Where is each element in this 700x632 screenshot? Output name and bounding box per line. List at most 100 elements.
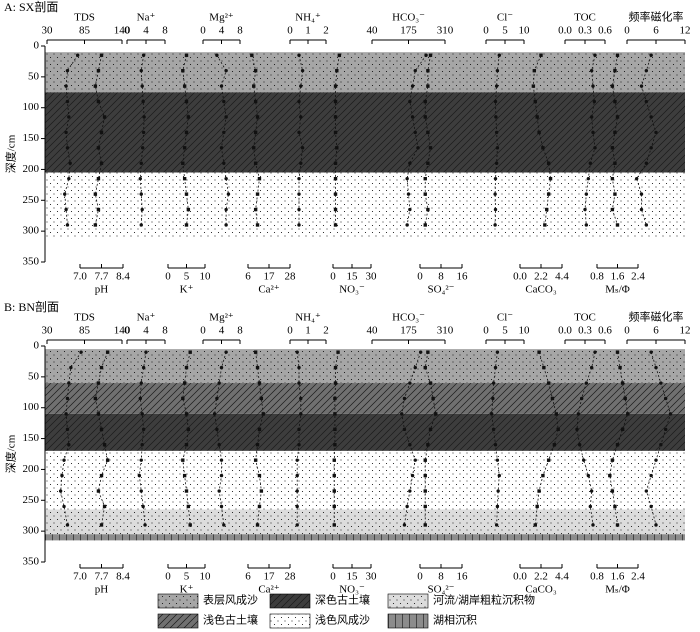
data-point	[618, 365, 622, 370]
y-axis-label: 深度/cm	[4, 134, 18, 173]
data-point	[649, 146, 653, 150]
data-point	[545, 207, 549, 212]
x-tick-label: 2	[323, 25, 329, 37]
data-point	[333, 365, 338, 370]
profile-line	[94, 352, 109, 526]
data-point	[297, 130, 301, 135]
data-point	[418, 350, 423, 354]
data-point	[215, 427, 219, 432]
data-point	[613, 161, 617, 165]
x-tick-label: 0.3	[578, 325, 592, 337]
data-point	[493, 223, 497, 227]
variable-name: TOC	[574, 12, 596, 24]
variable-name: pH	[95, 284, 109, 296]
data-point	[333, 192, 338, 196]
data-point	[668, 412, 673, 416]
data-point	[493, 176, 498, 181]
x-tick-label: 1.6	[611, 571, 625, 583]
data-point	[613, 192, 617, 196]
data-point	[548, 176, 553, 181]
x-tick-label: 28	[285, 571, 297, 583]
data-point	[255, 192, 260, 196]
stratum	[45, 349, 685, 384]
data-point	[99, 130, 104, 135]
variable-name: HCO₃⁻	[392, 312, 425, 324]
x-tick-label: 7.7	[95, 271, 109, 283]
data-point	[639, 84, 644, 88]
variable-name: Mₛ/Φ	[605, 584, 630, 596]
variable-name: SO₄²⁻	[427, 284, 454, 296]
data-point	[494, 130, 499, 135]
x-tick-label: 10	[519, 325, 531, 337]
data-point	[644, 99, 649, 104]
data-point	[589, 68, 594, 73]
x-tick-label: 5	[184, 571, 190, 583]
data-point	[96, 146, 101, 150]
data-point	[96, 99, 101, 104]
x-tick-label: 0.0	[558, 25, 572, 37]
x-tick-label: 7.0	[73, 571, 87, 583]
variable-name: NO₃⁻	[339, 584, 365, 596]
data-point	[140, 443, 144, 447]
legend-swatch	[387, 593, 429, 609]
profile-line	[645, 352, 671, 526]
x-tick-label: 0.8	[590, 571, 604, 583]
data-point	[615, 53, 620, 57]
data-point	[138, 396, 142, 401]
data-point	[261, 412, 265, 416]
data-point	[181, 68, 185, 73]
x-tick-label: 310	[437, 325, 454, 337]
data-point	[335, 146, 339, 150]
x-tick-label: 0.0	[513, 571, 527, 583]
data-point	[253, 458, 258, 462]
data-point	[426, 130, 430, 135]
data-point	[333, 207, 338, 212]
data-point	[253, 130, 258, 135]
y-tick-label: 150	[23, 432, 40, 444]
data-point	[333, 99, 338, 104]
data-point	[65, 68, 70, 73]
x-tick-label: 0.6	[598, 25, 612, 37]
data-point	[493, 192, 497, 196]
data-point	[426, 350, 430, 354]
data-point	[257, 381, 262, 385]
y-tick-label: 200	[23, 163, 40, 175]
data-point	[426, 443, 430, 447]
data-point	[546, 381, 551, 385]
data-point	[620, 381, 625, 385]
y-tick-label: 150	[23, 132, 40, 144]
data-point	[64, 207, 68, 212]
data-point	[300, 68, 305, 73]
stratum	[45, 534, 685, 541]
data-point	[217, 443, 221, 447]
data-point	[610, 207, 615, 212]
x-tick-label: 4.4	[555, 571, 569, 583]
data-point	[615, 443, 620, 447]
profile-line	[576, 352, 596, 526]
variable-name: 频率磁化率	[629, 310, 684, 324]
variable-name: NH₄⁺	[295, 12, 321, 24]
x-tick-label: 8.4	[116, 271, 130, 283]
x-tick-label: 2	[323, 325, 329, 337]
x-tick-label: 0	[124, 25, 130, 37]
data-point	[182, 84, 187, 88]
data-point	[186, 504, 191, 509]
data-point	[219, 365, 224, 370]
data-point	[297, 381, 301, 385]
data-point	[65, 396, 70, 401]
data-point	[64, 84, 68, 88]
variable-name: K⁺	[180, 284, 194, 296]
data-point	[257, 176, 262, 181]
data-point	[224, 176, 228, 181]
data-point	[428, 381, 433, 385]
data-point	[299, 412, 303, 416]
data-point	[649, 473, 653, 478]
x-tick-label: 1	[305, 25, 311, 37]
data-point	[297, 99, 301, 104]
stratum	[45, 92, 685, 173]
variable-name: Mg²⁺	[209, 12, 234, 24]
data-point	[58, 489, 63, 493]
data-point	[63, 192, 67, 196]
stratum	[45, 509, 685, 535]
data-point	[663, 396, 668, 401]
